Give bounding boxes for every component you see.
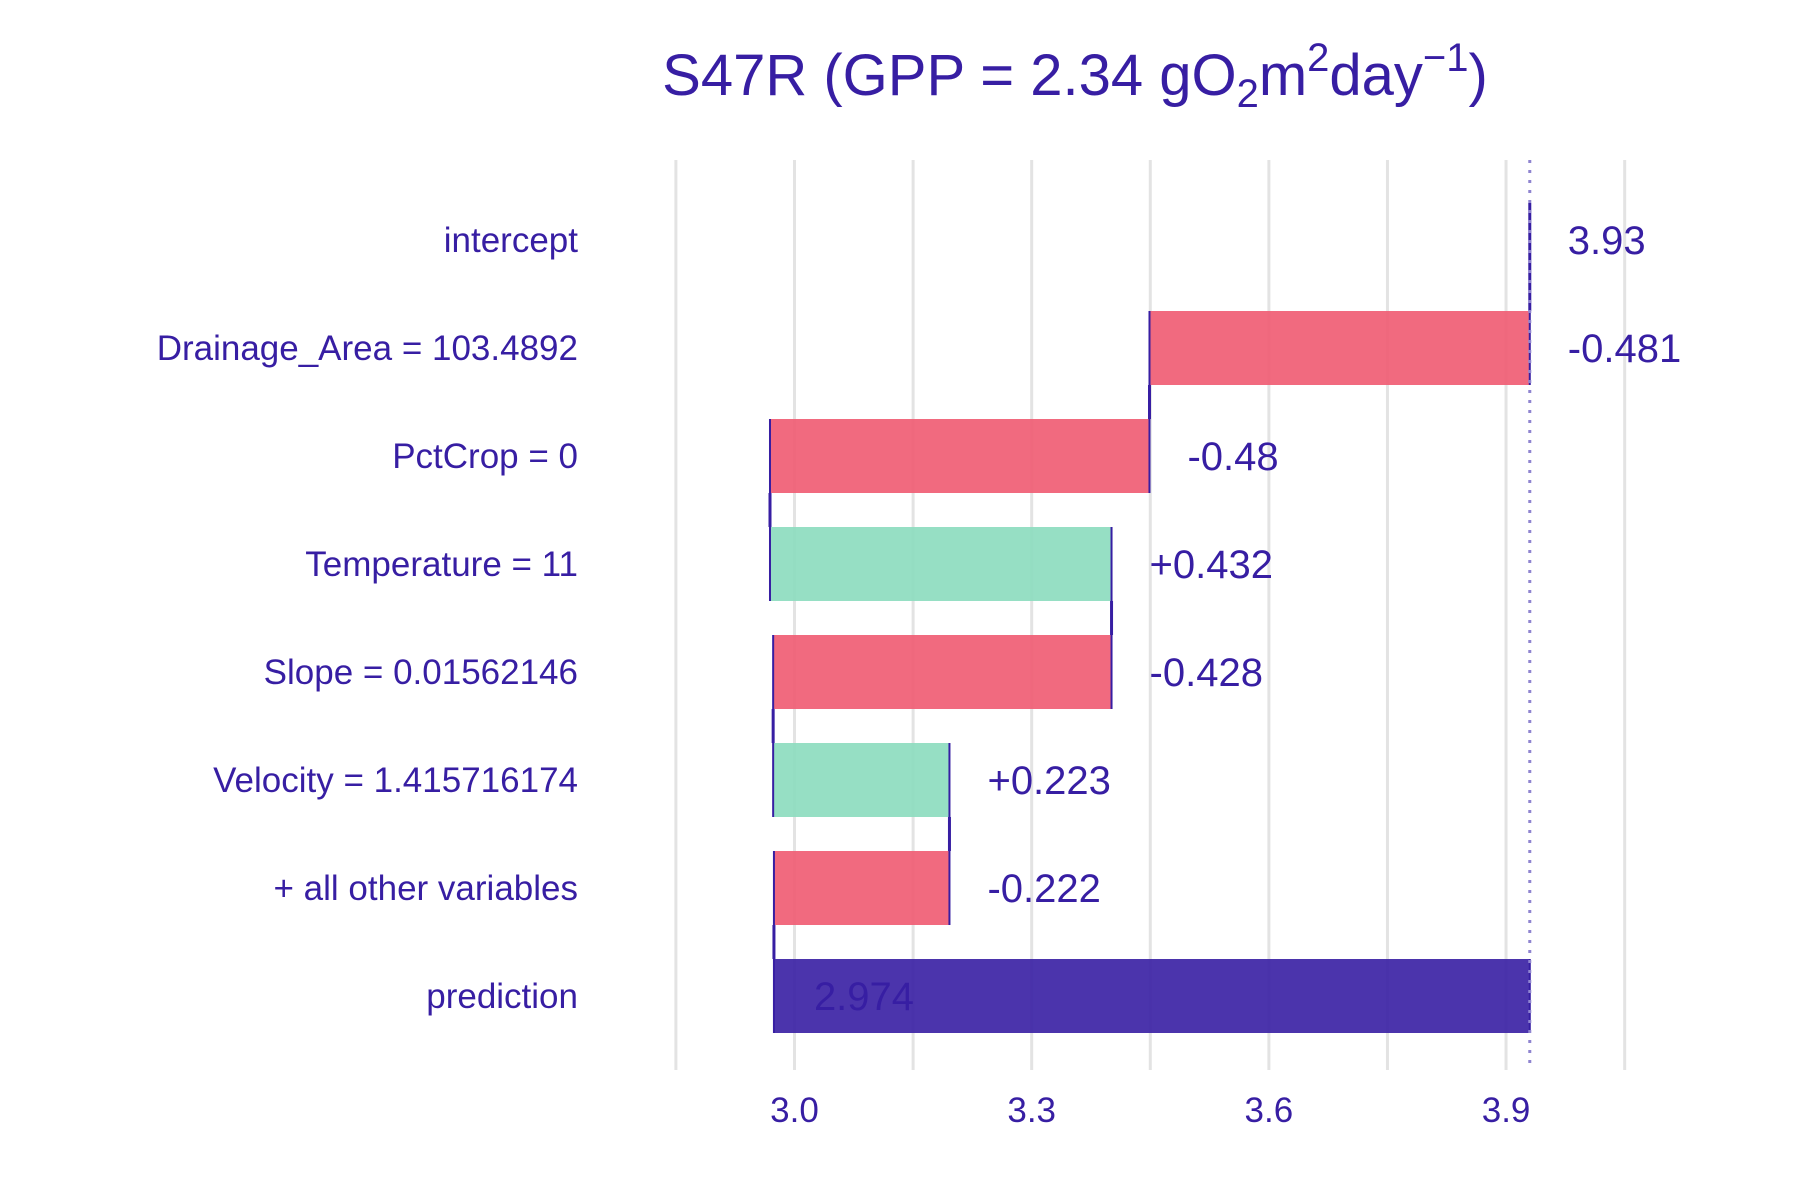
row-label: + all other variables — [274, 869, 578, 908]
row-label: prediction — [426, 977, 578, 1016]
x-tick-label: 3.9 — [1482, 1091, 1531, 1130]
row-label: PctCrop = 0 — [392, 437, 578, 476]
prediction-bar — [773, 959, 1530, 1033]
x-tick-label: 3.6 — [1245, 1091, 1294, 1130]
row-label: Velocity = 1.415716174 — [213, 761, 578, 800]
value-label: -0.481 — [1568, 327, 1681, 371]
title-superscript-2: −1 — [1423, 36, 1469, 80]
value-label: -0.428 — [1150, 651, 1263, 695]
row-label: intercept — [444, 221, 579, 260]
value-label: 2.974 — [814, 975, 914, 1019]
row-label: Slope = 0.01562146 — [264, 653, 578, 692]
chart-title: S47R (GPP = 2.34 gO2m2day−1) — [662, 36, 1488, 116]
row-label: Drainage_Area = 103.4892 — [157, 329, 578, 368]
row-label: Temperature = 11 — [305, 545, 578, 584]
title-mid: m — [1259, 43, 1307, 108]
negative-contribution-bar — [1149, 311, 1530, 385]
negative-contribution-bar — [773, 635, 1112, 709]
positive-contribution-bar — [773, 743, 950, 817]
x-tick-label: 3.0 — [770, 1091, 819, 1130]
negative-contribution-bar — [773, 851, 950, 925]
ticks-layer: 3.0 3.3 3.6 3.9 — [770, 1091, 1530, 1130]
value-label: 3.93 — [1568, 219, 1646, 263]
negative-contribution-bar — [769, 419, 1150, 493]
title-superscript-1: 2 — [1307, 36, 1329, 80]
title-day: day — [1329, 43, 1423, 108]
labels-layer: intercept 3.93 Drainage_Area = 103.4892 -0.… — [157, 219, 1682, 1019]
value-label: -0.48 — [1187, 435, 1278, 479]
value-label: +0.432 — [1150, 543, 1273, 587]
bars-layer — [769, 311, 1530, 1033]
title-subscript: 2 — [1237, 72, 1259, 116]
positive-contribution-bar — [769, 527, 1112, 601]
value-label: -0.222 — [987, 867, 1100, 911]
value-label: +0.223 — [987, 759, 1110, 803]
grid-layer — [674, 160, 1627, 1070]
title-suffix: ) — [1469, 43, 1488, 108]
title-prefix: S47R (GPP = 2.34 gO — [662, 43, 1236, 108]
x-tick-label: 3.3 — [1007, 1091, 1056, 1130]
